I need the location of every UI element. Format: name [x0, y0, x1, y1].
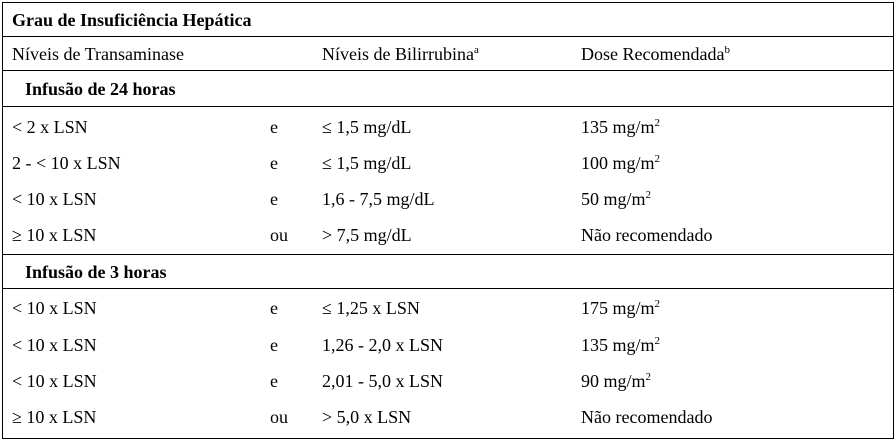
- footnote-a: a: [473, 44, 479, 56]
- cell-conjunction: e: [270, 298, 278, 318]
- cell-conjunction: e: [270, 371, 278, 391]
- cell-bilirrubina: ≤ 1,5 mg/dL: [322, 117, 412, 137]
- divider: [3, 36, 893, 37]
- cell-bilirrubina: > 7,5 mg/dL: [322, 225, 412, 245]
- cell-transaminase: < 2 x LSN: [12, 117, 88, 137]
- cell-transaminase: ≥ 10 x LSN: [12, 407, 97, 427]
- cell-transaminase: < 10 x LSN: [12, 371, 97, 391]
- cell-dose: Não recomendado: [581, 407, 713, 427]
- cell-bilirrubina: 1,6 - 7,5 mg/dL: [322, 189, 435, 209]
- cell-transaminase: < 10 x LSN: [12, 189, 97, 209]
- cell-bilirrubina: > 5,0 x LSN: [322, 407, 412, 427]
- divider: [3, 70, 893, 71]
- cell-conjunction: e: [270, 189, 278, 209]
- cell-transaminase: 2 - < 10 x LSN: [12, 153, 121, 173]
- cell-transaminase: < 10 x LSN: [12, 335, 97, 355]
- cell-conjunction: ou: [270, 407, 288, 427]
- cell-dose: 50 mg/m2: [581, 189, 652, 209]
- divider: [3, 254, 893, 255]
- cell-dose: Não recomendado: [581, 225, 713, 245]
- cell-conjunction: e: [270, 335, 278, 355]
- section-label-24h: Infusão de 24 horas: [25, 79, 176, 99]
- cell-conjunction: e: [270, 153, 278, 173]
- divider: [3, 106, 893, 107]
- table-title: Grau de Insuficiência Hepática: [12, 10, 252, 30]
- cell-transaminase: < 10 x LSN: [12, 298, 97, 318]
- cell-dose: 175 mg/m2: [581, 298, 661, 318]
- cell-dose: 90 mg/m2: [581, 371, 652, 391]
- cell-conjunction: ou: [270, 225, 288, 245]
- header-bilirrubina: Níveis de Bilirrubinaa: [322, 44, 479, 64]
- cell-bilirrubina: ≤ 1,25 x LSN: [322, 298, 420, 318]
- cell-bilirrubina: 2,01 - 5,0 x LSN: [322, 371, 443, 391]
- cell-dose: 135 mg/m2: [581, 117, 661, 137]
- cell-bilirrubina: ≤ 1,5 mg/dL: [322, 153, 412, 173]
- footnote-b: b: [724, 44, 730, 56]
- header-transaminase: Níveis de Transaminase: [12, 44, 184, 64]
- cell-dose: 100 mg/m2: [581, 153, 661, 173]
- cell-bilirrubina: 1,26 - 2,0 x LSN: [322, 335, 443, 355]
- divider: [3, 288, 893, 289]
- header-dose: Dose Recomendadab: [581, 44, 730, 64]
- cell-conjunction: e: [270, 117, 278, 137]
- cell-transaminase: ≥ 10 x LSN: [12, 225, 97, 245]
- cell-dose: 135 mg/m2: [581, 335, 661, 355]
- section-label-3h: Infusão de 3 horas: [25, 262, 167, 282]
